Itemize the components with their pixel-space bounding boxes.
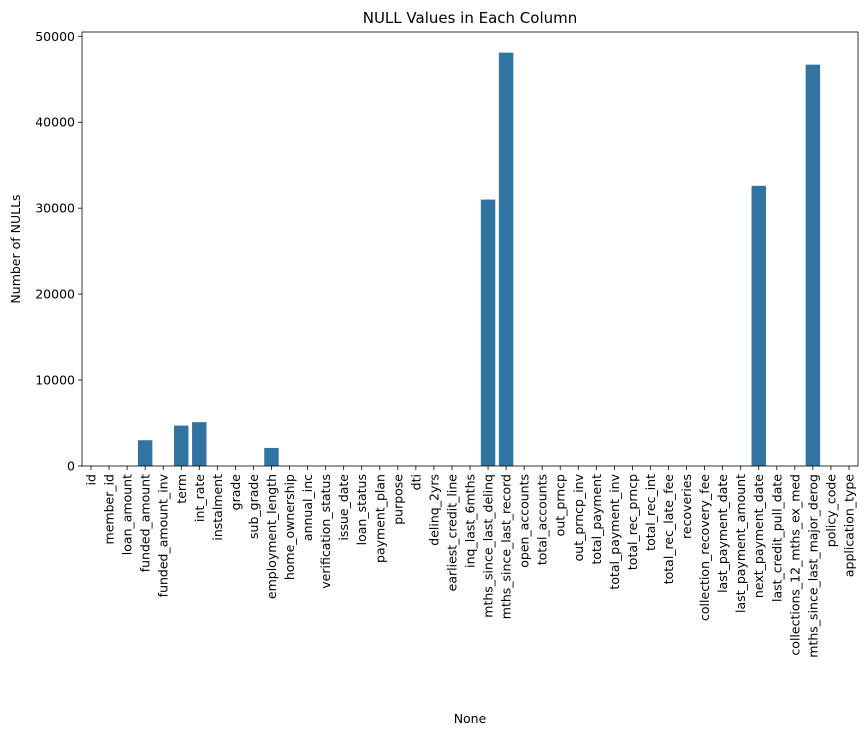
- x-tick-label: funded_amount_inv: [156, 473, 171, 597]
- x-axis-ticks: id member_id loan_amount funded_amount funde…: [84, 466, 856, 658]
- x-tick-label: delinq_2yrs: [426, 474, 441, 546]
- bar-int_rate: [192, 422, 207, 466]
- x-tick-label: loan_amount: [120, 474, 135, 555]
- y-tick-label: 20000: [35, 287, 75, 302]
- y-axis-label: Number of NULLs: [8, 194, 23, 303]
- y-tick-label: 10000: [35, 373, 75, 388]
- x-tick-label: last_credit_pull_date: [769, 474, 784, 602]
- bars-group: [137, 52, 821, 466]
- chart-title: NULL Values in Each Column: [363, 9, 578, 27]
- x-tick-label: total_rec_late_fee: [661, 474, 676, 585]
- x-tick-label: total_rec_prncp: [625, 474, 640, 570]
- bar-mths_since_last_major_derog: [805, 64, 821, 466]
- bar-term: [174, 425, 189, 466]
- x-tick-label: out_prncp_inv: [571, 473, 586, 561]
- x-tick-label: total_payment_inv: [607, 473, 622, 589]
- x-tick-label: recoveries: [679, 474, 694, 539]
- x-tick-label: employment_length: [264, 474, 279, 599]
- bar-mths_since_last_delinq: [480, 199, 496, 466]
- x-tick-label: issue_date: [336, 474, 351, 541]
- x-tick-label: mths_since_last_delinq: [481, 474, 496, 618]
- y-tick-label: 40000: [35, 115, 75, 130]
- bar-next_payment_date: [751, 185, 766, 466]
- x-tick-label: dti: [408, 474, 423, 490]
- y-tick-label: 50000: [35, 29, 75, 44]
- x-tick-label: collection_recovery_fee: [697, 474, 712, 621]
- x-axis-label: None: [454, 711, 487, 726]
- bar-employment_length: [264, 447, 279, 466]
- x-tick-label: total_rec_int: [643, 474, 658, 551]
- x-tick-label: out_prncp: [553, 474, 568, 536]
- x-tick-label: loan_status: [354, 474, 369, 545]
- bar-mths_since_last_record: [498, 52, 514, 466]
- bar-funded_amount: [137, 440, 153, 466]
- x-tick-label: collections_12_mths_ex_med: [787, 474, 802, 656]
- x-tick-label: member_id: [102, 474, 117, 544]
- x-tick-label: application_type: [841, 474, 856, 577]
- x-tick-label: total_payment: [589, 474, 604, 565]
- x-tick-label: instalment: [210, 474, 225, 541]
- x-tick-label: home_ownership: [282, 474, 297, 580]
- x-tick-label: grade: [228, 474, 243, 511]
- x-tick-label: earliest_credit_line: [444, 474, 459, 592]
- x-tick-label: mths_since_last_record: [499, 474, 514, 619]
- x-tick-label: term: [174, 474, 189, 504]
- x-tick-label: funded_amount: [138, 474, 153, 572]
- y-tick-label: 0: [67, 459, 75, 474]
- x-tick-label: last_payment_date: [715, 474, 730, 593]
- x-tick-label: sub_grade: [246, 474, 261, 539]
- x-tick-label: verification_status: [318, 474, 333, 589]
- y-axis-ticks: 0 10000 20000 30000 40000 50000: [35, 29, 82, 474]
- x-tick-label: total_accounts: [535, 474, 550, 565]
- x-tick-label: last_payment_amount: [733, 474, 748, 613]
- x-tick-label: payment_plan: [372, 474, 387, 563]
- plot-frame: [81, 31, 859, 467]
- x-tick-label: purpose: [390, 474, 405, 525]
- x-tick-label: mths_since_last_major_derog: [805, 474, 820, 658]
- x-tick-label: next_payment_date: [751, 474, 766, 598]
- x-tick-label: annual_inc: [300, 474, 315, 541]
- x-tick-label: policy_code: [823, 474, 838, 548]
- y-tick-label: 30000: [35, 201, 75, 216]
- x-tick-label: inq_last_6mths: [463, 474, 478, 568]
- x-tick-label: open_accounts: [517, 474, 532, 568]
- x-tick-label: id: [84, 474, 99, 485]
- x-tick-label: int_rate: [192, 474, 207, 522]
